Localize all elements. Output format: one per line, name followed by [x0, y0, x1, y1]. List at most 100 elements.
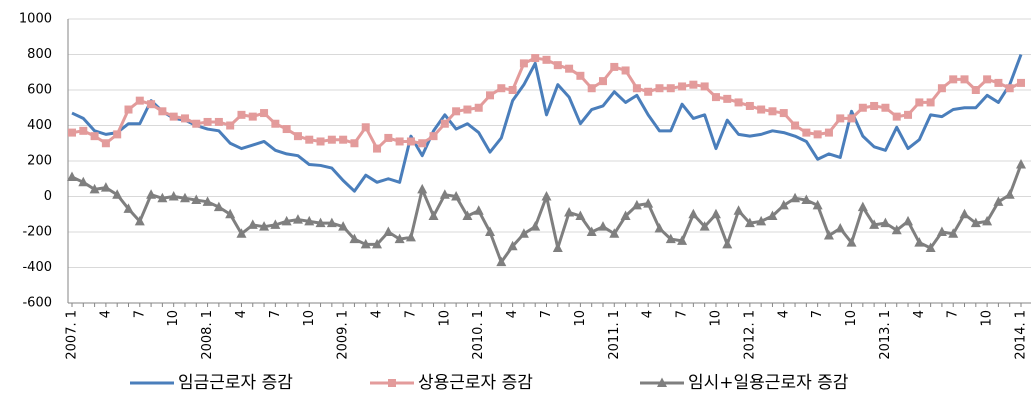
x-tick-label: 10: [437, 310, 452, 327]
marker: [891, 224, 902, 235]
marker: [497, 84, 506, 93]
marker: [903, 215, 914, 226]
marker: [678, 82, 687, 91]
marker: [507, 240, 518, 251]
marker: [270, 219, 281, 229]
marker: [757, 105, 766, 114]
x-tick-label: 7: [132, 310, 147, 318]
marker: [473, 205, 484, 215]
marker: [621, 66, 630, 75]
marker: [518, 228, 529, 238]
marker: [428, 210, 439, 221]
x-tick-label: 4: [505, 310, 520, 318]
x-tick-label: 10: [844, 310, 859, 327]
marker: [733, 205, 744, 215]
x-tick-label: 7: [810, 310, 825, 318]
x-tick-label: 10: [573, 310, 588, 327]
marker: [395, 137, 404, 146]
marker: [271, 119, 280, 128]
marker: [575, 210, 586, 221]
marker: [226, 121, 235, 130]
x-tick-label: 10: [980, 310, 995, 327]
marker: [418, 139, 427, 148]
marker: [836, 114, 845, 123]
marker: [790, 192, 801, 203]
marker: [892, 112, 901, 121]
marker: [857, 201, 868, 212]
marker: [644, 87, 653, 96]
marker: [688, 208, 699, 219]
marker: [135, 96, 144, 105]
y-tick-label: 0: [44, 189, 52, 204]
x-tick-label: 4: [912, 310, 927, 318]
marker: [643, 198, 654, 208]
x-tick-label: 10: [708, 310, 723, 327]
marker: [124, 105, 133, 114]
marker: [993, 196, 1004, 206]
marker: [179, 192, 190, 203]
y-tick-label: -600: [22, 296, 52, 311]
marker: [383, 226, 394, 236]
marker: [282, 125, 291, 134]
x-tick-label: 2013. 1: [878, 310, 893, 360]
x-tick-label: 10: [302, 310, 317, 327]
marker: [439, 189, 450, 199]
marker: [926, 98, 935, 107]
series-line: [71, 53, 1023, 193]
marker: [361, 123, 370, 132]
marker: [768, 107, 777, 116]
marker: [384, 133, 393, 142]
marker: [586, 226, 597, 236]
marker: [936, 226, 947, 236]
marker: [293, 132, 302, 141]
marker: [463, 105, 472, 114]
marker: [657, 377, 667, 387]
marker: [372, 238, 383, 249]
y-tick-label: 800: [27, 47, 52, 62]
x-tick-label: 4: [98, 310, 113, 318]
marker: [417, 183, 428, 194]
marker: [665, 233, 676, 244]
marker: [214, 117, 223, 126]
marker: [157, 192, 168, 203]
marker: [89, 183, 100, 194]
marker: [147, 100, 156, 109]
x-tick-label: 7: [403, 310, 418, 318]
marker: [982, 215, 993, 226]
marker: [983, 75, 992, 84]
marker: [846, 237, 857, 247]
marker: [620, 210, 631, 221]
marker: [474, 103, 483, 112]
marker: [565, 64, 574, 73]
marker: [100, 182, 111, 192]
marker: [134, 215, 145, 226]
legend-label: 상용근로자 증감: [418, 373, 533, 393]
marker: [948, 228, 959, 238]
marker: [462, 210, 473, 221]
marker: [847, 114, 856, 123]
marker: [168, 191, 179, 201]
marker: [158, 107, 167, 116]
marker: [576, 71, 585, 80]
marker: [598, 77, 607, 86]
marker: [360, 238, 371, 249]
marker: [971, 86, 980, 94]
marker: [113, 130, 122, 139]
marker: [813, 130, 822, 139]
marker: [236, 228, 247, 238]
marker: [722, 238, 733, 249]
marker: [247, 219, 258, 229]
x-tick-label: 2011. 1: [607, 310, 622, 360]
x-tick-label: 4: [641, 310, 656, 318]
marker: [880, 217, 891, 228]
marker: [1016, 159, 1026, 169]
marker: [609, 228, 620, 238]
marker: [970, 217, 981, 228]
x-tick-label: 7: [268, 310, 283, 318]
marker: [394, 233, 405, 244]
marker: [496, 256, 507, 267]
marker: [305, 135, 314, 144]
marker: [553, 61, 562, 70]
series-line: [71, 56, 1022, 151]
marker: [610, 62, 619, 71]
